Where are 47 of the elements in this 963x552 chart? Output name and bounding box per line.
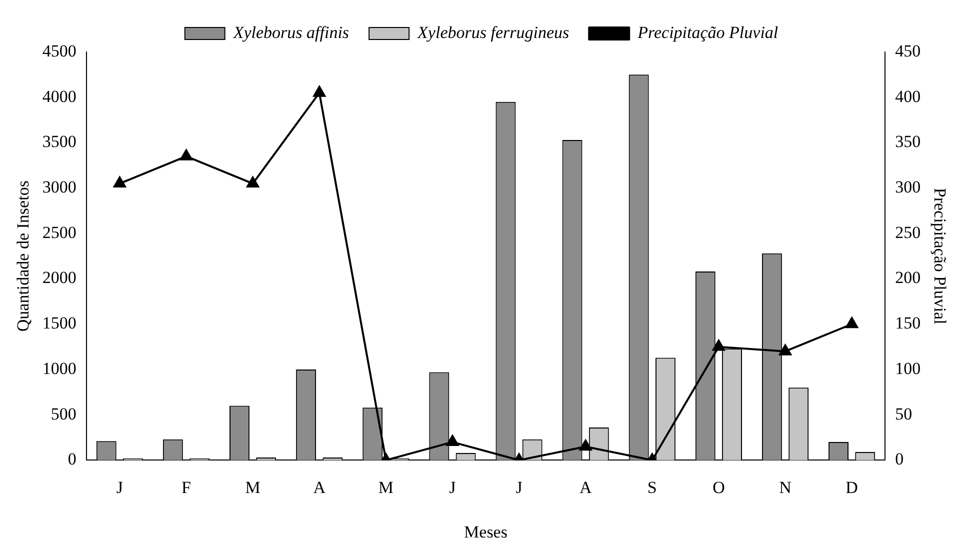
x-tick-label: A [313,478,326,497]
x-tick-label: J [449,478,456,497]
y2-tick-label: 300 [895,178,921,197]
point [846,317,858,328]
y2-tick-label: 250 [895,222,921,242]
x-tick-label: O [712,478,725,497]
y-tick-label: 4000 [42,86,76,106]
y2-tick-label: 0 [895,450,904,469]
legend-label: Xyleborus ferrugineus [416,22,570,42]
point [246,176,259,188]
x-tick-label: S [647,478,657,497]
x-tick-label: N [779,478,792,497]
point [113,176,126,188]
y-tick-label: 0 [68,450,76,469]
legend-label: Precipitação Pluvial [636,22,778,42]
y-tick-label: 500 [50,404,76,424]
y2-tick-label: 50 [895,404,912,424]
point [712,340,725,351]
y2-tick-label: 400 [895,86,921,106]
y2-axis-title: Precipitação Pluvial [930,188,950,325]
x-axis-title: Meses [464,522,508,542]
x-tick-label: J [516,478,523,497]
x-tick-label: M [245,478,260,497]
point [779,344,792,356]
legend-label: Xyleborus affinis [232,22,350,42]
point [313,86,326,97]
y-tick-label: 2500 [42,222,76,242]
y-axis-title: Quantidade de Insetos [14,180,33,332]
y2-tick-label: 150 [895,314,921,333]
y-tick-label: 1500 [42,314,76,333]
y-tick-label: 1000 [42,358,76,378]
x-tick-label: D [846,478,858,497]
y-tick-label: 2000 [42,268,76,288]
y2-tick-label: 200 [895,268,921,288]
point [180,149,192,160]
x-tick-label: A [579,478,592,497]
y2-tick-label: 100 [895,358,921,378]
x-tick-label: M [378,478,394,497]
y2-tick-label: 450 [895,41,921,60]
y-tick-label: 3000 [42,178,76,197]
y2-tick-label: 350 [895,132,921,152]
point [446,435,459,446]
x-tick-label: J [116,478,124,497]
x-tick-label: F [182,478,191,497]
y-tick-label: 4500 [42,41,76,60]
y-tick-label: 3500 [42,132,76,152]
point [579,440,592,451]
